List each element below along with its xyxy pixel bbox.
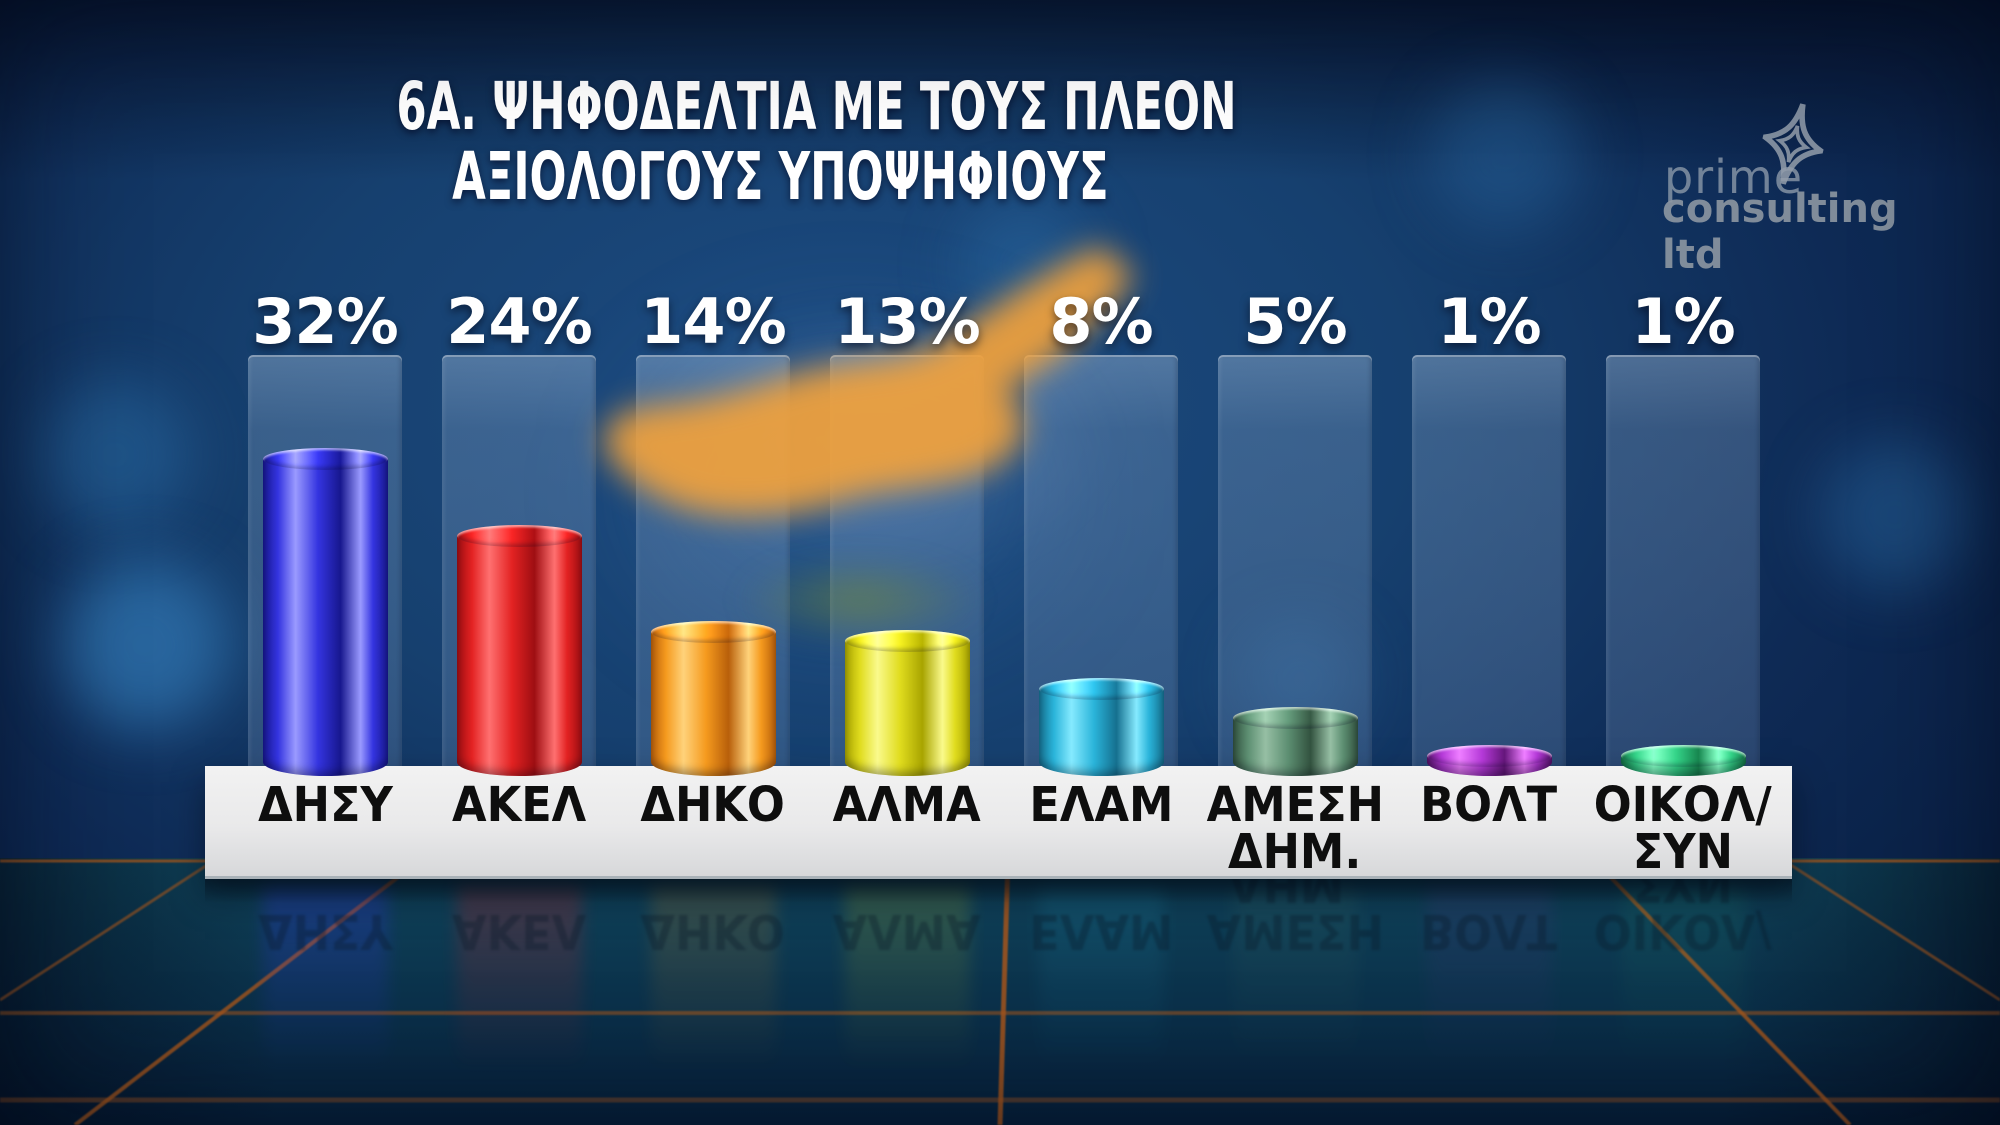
bar-cylinder-top bbox=[457, 525, 582, 547]
party-label-ΒΟΛΤ: ΒΟΛΤ bbox=[1390, 777, 1588, 833]
party-label-reflection-line: ΕΛΑΜ bbox=[1028, 903, 1174, 959]
shelf-shadow bbox=[205, 877, 1792, 903]
bar-cylinder-body bbox=[263, 459, 388, 776]
four-point-star-icon bbox=[1758, 103, 1828, 185]
bar-cylinder-ΔΗΣΥ bbox=[263, 448, 388, 776]
bar-reflection-streak bbox=[1233, 884, 1358, 1104]
chart-title-line1: 6Α. ΨΗΦΟΔΕΛΤΙΑ ΜΕ ΤΟΥΣ ΠΛΕΟΝ bbox=[396, 68, 1237, 145]
party-label-line: ΔΗΚΟ bbox=[640, 777, 786, 833]
party-label-line: ΑΚΕΛ bbox=[451, 777, 587, 833]
bar-cylinder-top bbox=[651, 621, 776, 643]
shelf bbox=[205, 766, 1792, 879]
bar-cylinder-body bbox=[457, 536, 582, 776]
bar-track bbox=[1606, 355, 1760, 770]
party-label-ΔΗΣΥ: ΔΗΣΥ bbox=[226, 777, 424, 833]
party-label-ΔΗΚΟ: ΔΗΚΟ bbox=[614, 777, 812, 833]
bar-cylinder-ΔΗΚΟ bbox=[651, 621, 776, 776]
bar-track bbox=[1412, 355, 1566, 770]
bar-reflection-streak bbox=[651, 884, 776, 1104]
bokeh-spot bbox=[1820, 440, 1970, 590]
bar-cylinder-body bbox=[1039, 689, 1164, 776]
bokeh-spot bbox=[40, 380, 190, 530]
bar-reflection-streak bbox=[263, 884, 388, 1104]
percent-label: 13% bbox=[834, 285, 980, 358]
party-label-line: ΒΟΛΤ bbox=[1420, 777, 1558, 833]
bar-reflection-streak bbox=[457, 884, 582, 1104]
bar-cylinder-ΟΙΚΟΛ/ΣΥΝ bbox=[1621, 745, 1746, 776]
bar-cylinder-body bbox=[651, 632, 776, 776]
party-label-reflection-line: ΑΛΜΑ bbox=[832, 903, 982, 959]
bar-cylinder-top bbox=[1427, 745, 1552, 767]
bar-cylinder-top bbox=[1621, 745, 1746, 767]
percent-label: 24% bbox=[446, 285, 592, 358]
party-label-reflection-line: ΑΚΕΛ bbox=[451, 903, 587, 959]
party-label-reflection-line: ΟΙΚΟΛ/ bbox=[1594, 903, 1772, 959]
party-label-reflection-line: ΔΗΚΟ bbox=[640, 903, 786, 959]
party-label-line: ΔΗΣΥ bbox=[257, 777, 393, 833]
percent-label: 5% bbox=[1243, 285, 1347, 358]
bar-cylinder-top bbox=[263, 448, 388, 470]
percent-label: 14% bbox=[640, 285, 786, 358]
bar-reflection-streak bbox=[1621, 884, 1746, 1104]
chart-title-line2: ΑΞΙΟΛΟΓΟΥΣ ΥΠΟΨΗΦΙΟΥΣ bbox=[451, 137, 1109, 215]
bar-track bbox=[1218, 355, 1372, 770]
bar-reflection-streak bbox=[1039, 884, 1164, 1104]
bar-cylinder-top bbox=[1039, 678, 1164, 700]
party-label-ΑΛΜΑ: ΑΛΜΑ bbox=[808, 777, 1006, 833]
percent-label: 8% bbox=[1049, 285, 1153, 358]
party-label-line: ΑΛΜΑ bbox=[832, 777, 982, 833]
party-label-line: ΑΜΕΣΗ bbox=[1206, 777, 1384, 833]
party-label-line: ΣΥΝ bbox=[1632, 824, 1734, 881]
bar-cylinder-ΑΜΕΣΗ ΔΗΜ. bbox=[1233, 707, 1358, 776]
party-label-line: ΔΗΜ. bbox=[1228, 824, 1362, 881]
logo-prime-text: prime bbox=[1664, 150, 1804, 204]
percent-label: 1% bbox=[1631, 285, 1735, 358]
bar-reflection-streak bbox=[845, 884, 970, 1104]
bar-cylinder-top bbox=[845, 630, 970, 652]
bokeh-spot bbox=[1430, 80, 1580, 230]
bar-cylinder-body bbox=[845, 641, 970, 776]
bar-cylinder-ΕΛΑΜ bbox=[1039, 678, 1164, 776]
percent-label: 1% bbox=[1437, 285, 1541, 358]
bar-cylinder-top bbox=[1233, 707, 1358, 729]
party-label-ΕΛΑΜ: ΕΛΑΜ bbox=[1002, 777, 1200, 833]
bar-cylinder-ΑΛΜΑ bbox=[845, 630, 970, 776]
party-label-ΑΚΕΛ: ΑΚΕΛ bbox=[420, 777, 618, 833]
party-label-ΟΙΚΟΛ/ΣΥΝ: ΟΙΚΟΛ/ΣΥΝ bbox=[1584, 777, 1782, 881]
bar-cylinder-ΒΟΛΤ bbox=[1427, 745, 1552, 776]
bar-reflection-streak bbox=[1427, 884, 1552, 1104]
party-label-reflection-line: ΑΜΕΣΗ bbox=[1206, 903, 1384, 959]
logo-consulting-text: consulting ltd bbox=[1662, 186, 1898, 278]
party-label-reflection-line: ΔΗΣΥ bbox=[257, 903, 393, 959]
party-label-line: ΕΛΑΜ bbox=[1028, 777, 1174, 833]
party-label-ΑΜΕΣΗ ΔΗΜ.: ΑΜΕΣΗ ΔΗΜ. bbox=[1196, 777, 1394, 881]
party-label-line: ΟΙΚΟΛ/ bbox=[1594, 777, 1772, 833]
bokeh-spot bbox=[60, 560, 230, 730]
party-label-reflection-line: ΒΟΛΤ bbox=[1420, 903, 1558, 959]
bar-cylinder-ΑΚΕΛ bbox=[457, 525, 582, 776]
chart-title: 6Α. ΨΗΦΟΔΕΛΤΙΑ ΜΕ ΤΟΥΣ ΠΛΕΟΝ ΑΞΙΟΛΟΓΟΥΣ … bbox=[180, 72, 1380, 212]
percent-label: 32% bbox=[252, 285, 398, 358]
